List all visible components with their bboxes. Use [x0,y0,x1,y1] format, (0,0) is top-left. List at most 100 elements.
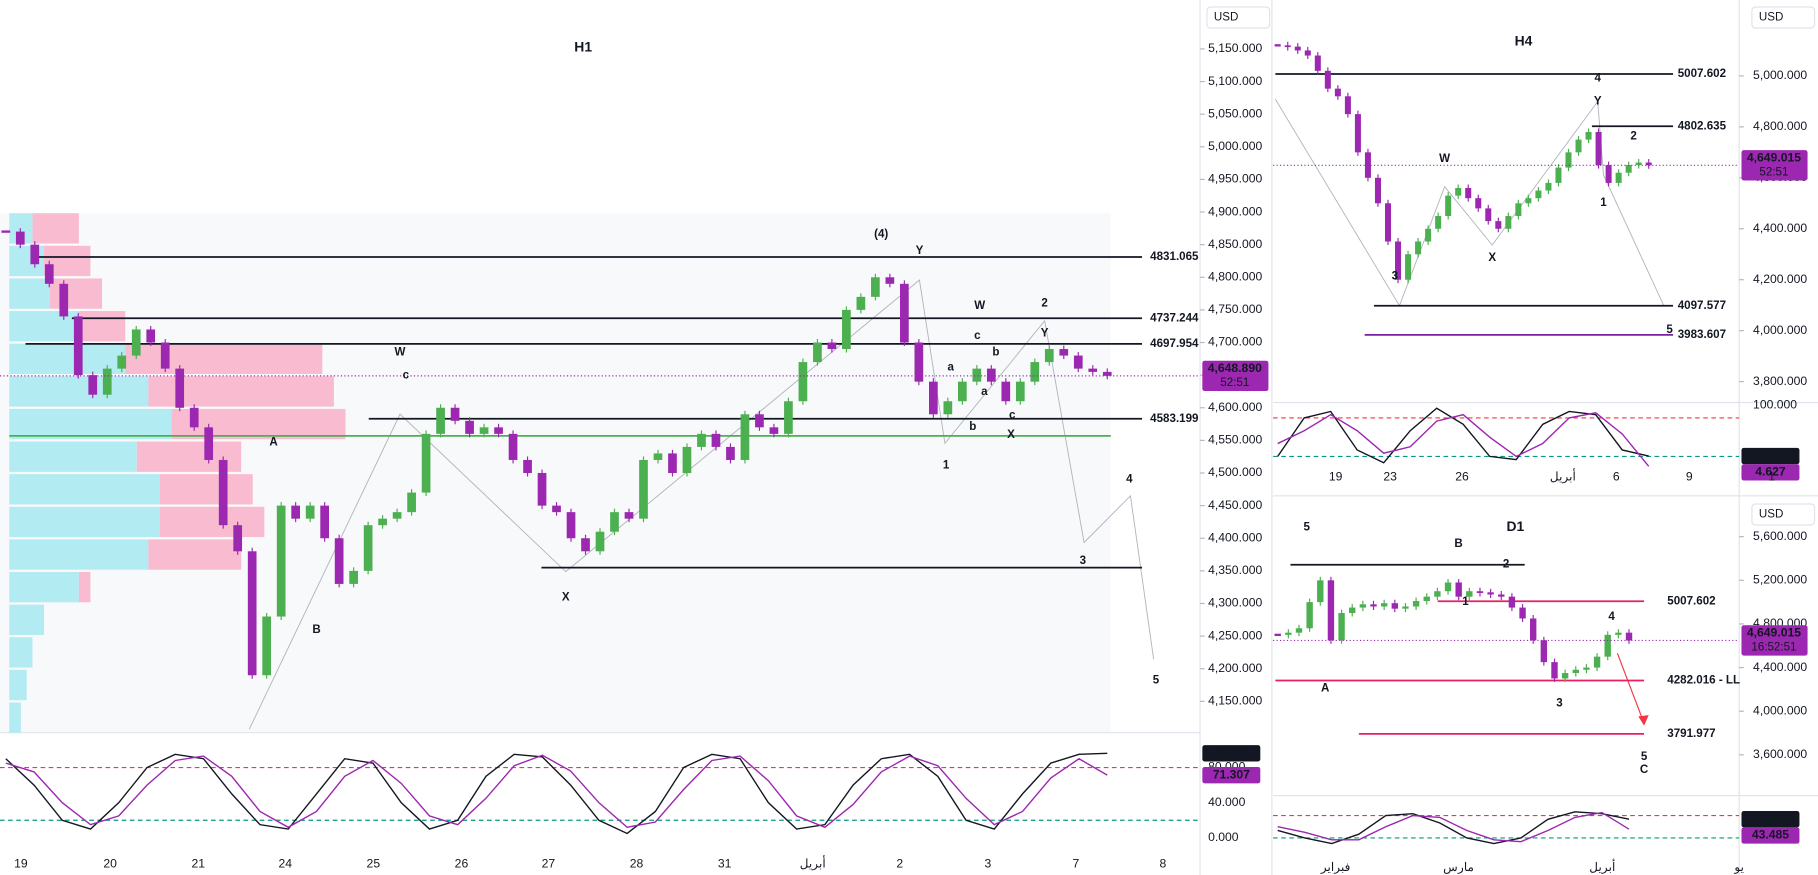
value-tag [1741,447,1800,465]
x-tick-label: 20 [103,857,117,871]
y-tick-label: 4,950.000 [1208,172,1262,186]
projection-arrow [1616,653,1645,724]
wave-label: 3 [1080,554,1087,567]
wave-label: 3 [1392,270,1399,283]
candle [929,381,938,415]
candle [1324,70,1331,89]
oscillator-line [1277,412,1650,467]
wave-label: B [312,623,320,636]
x-tick-label: أبريل [800,856,826,871]
x-tick-label: 26 [455,857,469,871]
candle [1519,607,1526,619]
candle [1625,632,1633,641]
wave-label: C [1640,763,1649,776]
value-tag [1741,811,1800,828]
candle [508,433,518,460]
candle [88,375,98,395]
y-tick-label: 5,000.000 [1753,68,1807,82]
candle [436,407,445,434]
y-tick-label: 4,700.000 [1208,335,1262,349]
candle [276,505,286,617]
wave-label: 5 [1641,750,1648,763]
candle [1615,632,1622,635]
wave-label: X [1488,251,1496,264]
candle [1583,667,1590,670]
y-tick-label: 4,400.000 [1753,221,1807,235]
candle [131,329,141,356]
y-tick-label: 40.000 [1208,795,1245,809]
wave-label: 1 [1600,196,1607,209]
candle [842,309,851,350]
candle [1295,628,1303,633]
candle [407,492,416,513]
y-tick-label: 0.000 [1208,830,1239,844]
y-tick-label: 4,800.000 [1753,119,1807,133]
candle [1465,188,1472,199]
x-tick-label: 8 [1160,857,1167,871]
profile-area [0,213,1111,733]
value-tag-label: 43.485 [1752,828,1789,842]
y-tick-label: 5,150.000 [1208,41,1262,55]
chart-title: D1 [1507,518,1525,534]
candle [1274,44,1281,47]
candle [44,264,54,284]
wave-label: 5 [1666,323,1673,336]
candle [1445,195,1452,217]
candle [1402,606,1409,609]
x-tick-label: 9 [1686,469,1693,483]
candle [1561,673,1569,679]
candle [668,453,677,474]
y-tick-label: 4,300.000 [1208,596,1262,610]
candle [1476,591,1484,593]
wave-label: X [1007,428,1015,441]
candle [1423,596,1430,602]
candle [1595,131,1602,166]
candle [639,459,648,519]
wave-label: W [974,299,985,312]
y-tick-label: 4,500.000 [1208,465,1262,479]
level-label: 3791.977 [1667,727,1715,740]
y-tick-label: 4,400.000 [1208,530,1262,544]
candle [1535,190,1542,199]
level-label: 5007.602 [1667,594,1715,607]
y-tick-label: 4,000.000 [1753,703,1807,717]
candle [1384,203,1392,242]
candle [1593,656,1601,668]
currency-box [1751,6,1816,29]
wave-label: A [269,435,278,448]
candle [1555,167,1562,183]
candle [1338,613,1345,641]
candle [1545,182,1552,191]
x-tick-label: يو [1733,860,1744,874]
candle [566,512,576,539]
candle [798,362,808,402]
wave-label: 2 [1503,558,1509,571]
x-tick-label: 27 [542,857,556,871]
candle [1044,349,1054,363]
x-tick-label: 1 [1768,469,1775,483]
x-tick-label: 3 [984,857,991,871]
wave-label: c [974,329,981,342]
y-tick-label: 4,350.000 [1208,563,1262,577]
candle [421,433,431,493]
profile-down [148,539,242,570]
x-tick-label: 7 [1073,857,1080,871]
candle [1508,596,1516,608]
candle [523,459,532,474]
price-tag-label: 4,649.015 [1747,151,1801,165]
candle [1515,203,1522,217]
x-tick-label: 28 [630,857,644,871]
value-tag [1741,464,1800,481]
level-label: 4282.016 - LL [1667,673,1740,686]
candle [755,414,764,428]
candle [15,231,25,245]
candle [378,518,387,526]
candle [1391,603,1398,609]
candle [1645,162,1652,166]
y-tick-label: 4,800.000 [1208,269,1262,283]
candle [1327,580,1335,641]
candle [1349,607,1356,614]
profile-up [9,604,45,635]
profile-up [9,213,33,244]
candle [494,427,503,434]
